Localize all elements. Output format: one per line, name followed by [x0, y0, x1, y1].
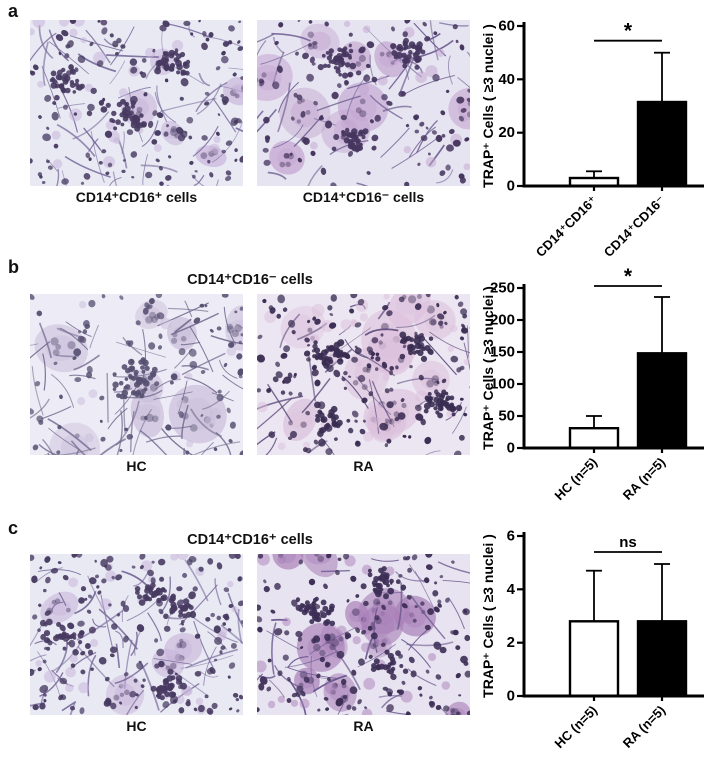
svg-text:TRAP⁺ Cells ( ≥3 nuclei ): TRAP⁺ Cells ( ≥3 nuclei ) [482, 286, 496, 450]
svg-text:6: 6 [507, 528, 515, 545]
svg-text:CD14⁺CD16⁻: CD14⁺CD16⁻ [601, 193, 668, 260]
svg-text:4: 4 [507, 581, 516, 598]
panel-label-c: c [8, 518, 19, 538]
svg-text:HC (n=5): HC (n=5) [551, 703, 600, 752]
svg-text:250: 250 [490, 280, 515, 297]
micrograph-c-hc [30, 554, 243, 715]
svg-text:TRAP⁺ Cells ( ≥3 nuclei ): TRAP⁺ Cells ( ≥3 nuclei ) [482, 534, 496, 698]
svg-text:TRAP⁺ Cells ( ≥3 nuclei ): TRAP⁺ Cells ( ≥3 nuclei ) [482, 24, 496, 188]
svg-text:20: 20 [498, 124, 515, 141]
image-caption: CD14⁺CD16⁺ cells [75, 189, 198, 205]
bar-chart-panel-b: 0 50 100 150 200 250 HC (n=5) RA (n=5) TRAP⁺ Cel… [482, 268, 704, 504]
micrograph-a-cd14pcd16n [257, 20, 470, 186]
svg-text:RA (n=5): RA (n=5) [620, 455, 668, 503]
svg-text:0: 0 [507, 688, 515, 705]
svg-text:60: 60 [498, 18, 515, 35]
micrograph-c-ra [257, 554, 470, 715]
micrograph-b-hc [30, 294, 243, 455]
svg-text:RA (n=5): RA (n=5) [620, 703, 668, 751]
image-caption: HC [126, 458, 147, 474]
bar-chart-panel-c: 0 2 4 6 HC (n=5) RA (n=5) TRAP⁺ Cells ( ≥3 nuc… [482, 528, 704, 752]
panel-title-b: CD14⁺CD16⁻ cells [187, 272, 313, 288]
svg-text:2: 2 [507, 634, 515, 651]
svg-text:200: 200 [490, 312, 515, 329]
image-caption: RA [353, 458, 374, 474]
panel-label-b: b [8, 257, 19, 277]
svg-text:0: 0 [507, 178, 515, 195]
svg-text:ns: ns [619, 534, 637, 551]
image-caption: HC [126, 718, 147, 734]
svg-text:HC (n=5): HC (n=5) [551, 455, 600, 504]
svg-text:0: 0 [507, 440, 515, 457]
micrograph-b-ra [257, 294, 470, 455]
micrograph-a-cd14pcd16p [30, 20, 243, 186]
image-caption: RA [353, 718, 374, 734]
svg-text:*: * [624, 20, 633, 43]
svg-text:150: 150 [490, 344, 515, 361]
svg-text:50: 50 [498, 408, 515, 425]
svg-text:100: 100 [490, 376, 515, 393]
bar-chart-panel-a: 0 20 40 60 CD14⁺CD16⁺CD14⁺CD16⁻ TRAP⁺ Cells (… [482, 18, 704, 260]
panel-title-c: CD14⁺CD16⁺ cells [187, 532, 313, 548]
svg-text:*: * [624, 268, 633, 288]
svg-text:CD14⁺CD16⁺: CD14⁺CD16⁺ [533, 193, 600, 260]
image-caption: CD14⁺CD16⁻ cells [302, 189, 425, 205]
svg-text:40: 40 [498, 71, 515, 88]
panel-label-a: a [8, 1, 19, 21]
